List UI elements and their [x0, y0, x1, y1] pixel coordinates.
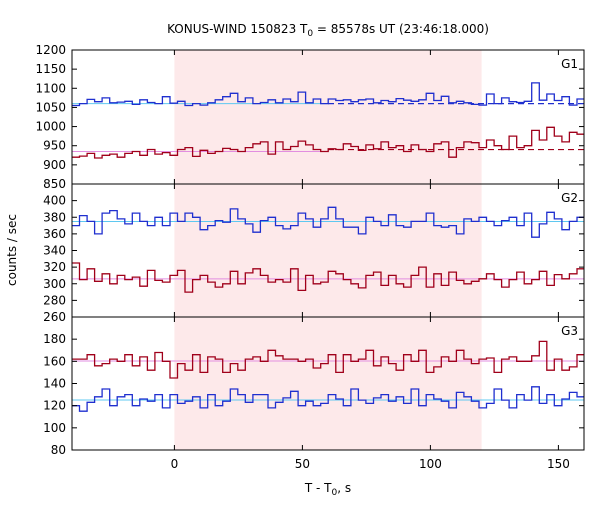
panel-g2-ytick-label: 340 [43, 244, 66, 258]
panel-g2-ytick-label: 300 [43, 277, 66, 291]
panel-g2-ytick-label: 380 [43, 210, 66, 224]
chart-title: KONUS-WIND 150823 T0 = 85578s UT (23:46:… [167, 22, 489, 39]
panel-g1-ytick-label: 1050 [35, 100, 66, 114]
panel-g3-ytick-label: 100 [43, 421, 66, 435]
panel-g3-ytick-label: 120 [43, 399, 66, 413]
highlight-layer [174, 50, 482, 450]
series-layer [72, 82, 584, 412]
panel-g3-label: G3 [561, 324, 578, 338]
labels-layer: 85090095010001050110011501200G1260280300… [35, 43, 578, 471]
panel-g2-ytick-label: 280 [43, 293, 66, 307]
panel-g1-ytick-label: 950 [43, 139, 66, 153]
panel-g1-ytick-label: 850 [43, 177, 66, 191]
panel-g3-ytick-label: 140 [43, 377, 66, 391]
panel-g1-ytick-label: 1000 [35, 120, 66, 134]
x-tick-label: 150 [547, 457, 570, 471]
panel-g3-ytick-label: 160 [43, 354, 66, 368]
panel-g2-ytick-label: 320 [43, 260, 66, 274]
panel-g2-ytick-label: 260 [43, 310, 66, 324]
panel-g3-ytick-label: 180 [43, 332, 66, 346]
panel-g1-blue-series [72, 82, 584, 107]
panel-g2-label: G2 [561, 191, 578, 205]
panel-g2-red-series [72, 262, 584, 293]
panel-g2-blue-series [72, 206, 584, 238]
x-tick-label: 0 [171, 457, 179, 471]
panel-g1-ytick-label: 1150 [35, 62, 66, 76]
x-tick-label: 100 [419, 457, 442, 471]
panel-g3-red-series [72, 340, 584, 379]
panel-g1-ytick-label: 1100 [35, 81, 66, 95]
x-axis-title: T - T0, s [304, 481, 351, 498]
y-axis-title: counts / sec [5, 214, 19, 286]
highlight-interval [174, 50, 482, 450]
x-tick-label: 50 [295, 457, 310, 471]
panel-g2-ytick-label: 400 [43, 194, 66, 208]
panel-g1-ytick-label: 1200 [35, 43, 66, 57]
panel-g3-blue-series [72, 386, 584, 412]
panel-g2-ytick-label: 360 [43, 227, 66, 241]
panel-g1-red-series [72, 126, 584, 159]
panel-g3-ytick-label: 80 [51, 443, 66, 457]
panel-g1-label: G1 [561, 57, 578, 71]
frame-layer [71, 49, 585, 451]
panel-g1-ytick-label: 900 [43, 158, 66, 172]
